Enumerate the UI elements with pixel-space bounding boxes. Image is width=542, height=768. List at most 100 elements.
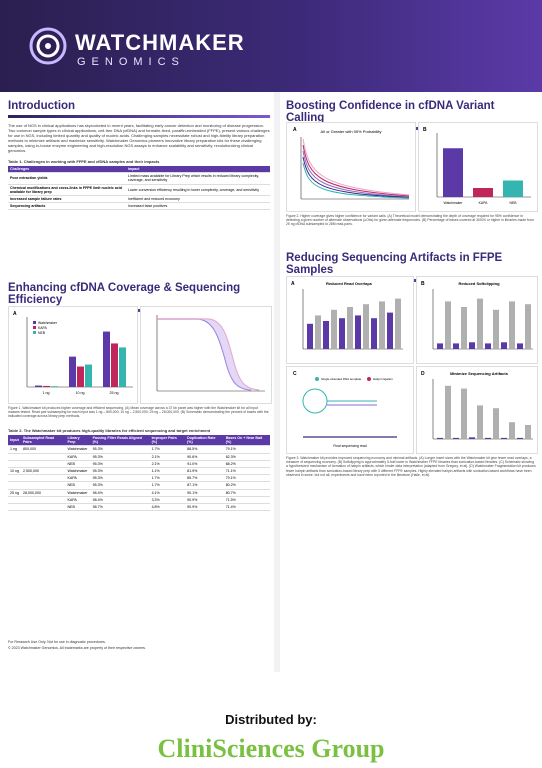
svg-text:A: A <box>291 281 295 287</box>
legend-entry: NEB <box>38 331 46 335</box>
table-row: Increased sample failure rates Inefficien… <box>8 195 270 204</box>
fig2b-chart: B Watchmaker KAPA NEB <box>418 122 538 212</box>
table2-header: Subsampled Read Pairs <box>20 435 66 447</box>
bar <box>307 323 313 349</box>
table2-header: Bases On + Near Bait (%) <box>223 435 270 447</box>
svg-text:A: A <box>13 311 17 317</box>
bar <box>525 304 531 349</box>
intro-text: The use of NGS in clinical applications … <box>8 123 270 153</box>
table-row: KAPA 98.4% 3.3% 90.9% 71.5% <box>8 496 270 505</box>
bar <box>387 312 393 349</box>
bar <box>51 386 58 387</box>
bar <box>517 343 523 349</box>
brand-sub: GENOMICS <box>77 56 185 68</box>
table2: Input Subsampled Read Pairs Library Prep… <box>8 435 270 512</box>
header-banner: WATCHMAKER GENOMICS <box>0 0 542 92</box>
table-row: Poor extraction yields Limited mass avail… <box>8 172 270 185</box>
bar <box>485 343 491 349</box>
legend-entry: Watchmaker <box>38 321 58 325</box>
fig3c-diagram: C Single-stranded DNA template Hairpin l… <box>286 366 414 454</box>
table1-title: Table 1. Challenges in working with FFPE… <box>8 159 160 164</box>
brand-name: WATCHMAKER <box>75 30 245 55</box>
bar <box>315 315 321 349</box>
bar <box>339 318 345 349</box>
bar <box>503 180 523 197</box>
svg-text:Minimize Sequencing Artifacts: Minimize Sequencing Artifacts <box>450 371 509 376</box>
tick-label: 1 ng <box>43 391 50 395</box>
bar <box>43 385 50 387</box>
bar <box>469 342 475 349</box>
table1: Challenges Impact Poor extraction yields L… <box>8 166 270 211</box>
bar <box>493 309 499 349</box>
tick-label: Watchmaker <box>444 201 464 205</box>
footnote-2: © 2023 Watchmaker Genomics. All trademar… <box>8 646 146 650</box>
bar <box>363 304 369 349</box>
bar <box>473 188 493 197</box>
fig2-caption: Figure 2. Higher coverage gives higher c… <box>286 214 534 227</box>
svg-text:Reduced Read Overlaps: Reduced Read Overlaps <box>326 281 373 286</box>
table2-header: Library Prep <box>65 435 91 447</box>
fig3a-chart: A Reduced Read Overlaps <box>286 276 414 364</box>
bar <box>355 315 361 349</box>
bar <box>485 437 491 439</box>
bar <box>509 301 515 349</box>
bar <box>501 437 507 439</box>
bar <box>35 385 42 387</box>
table-row: 1 ng 800,000 Watchmaker 95.3% 1.7% 88.5% 79.1% <box>8 445 270 454</box>
tick-label: NEB <box>510 201 518 205</box>
svg-text:All or Greater with 95% Probab: All or Greater with 95% Probability <box>321 129 382 134</box>
svg-text:Final sequencing read: Final sequencing read <box>333 444 366 448</box>
fig2a-chart: A All or Greater with 95% Probability <box>286 122 416 212</box>
table-row: KAPA 95.3% 1.7% 85.7% 79.1% <box>8 474 270 483</box>
bar <box>69 356 76 387</box>
bar <box>395 298 401 349</box>
bar <box>477 405 483 439</box>
table2-header: Improper Pairs (%) <box>149 435 186 447</box>
table-row: NEB 98.7% 4.8% 90.9% 71.4% <box>8 503 270 512</box>
bar <box>493 408 499 439</box>
bar <box>437 343 443 349</box>
bar <box>371 318 377 349</box>
poster-body: Introduction The use of NGS in clinical … <box>2 92 540 672</box>
svg-text:B: B <box>421 281 425 287</box>
bar <box>501 342 507 349</box>
bar <box>437 437 443 439</box>
reduce-title: Reducing Sequencing Artifacts in FFPE Sa… <box>286 252 503 276</box>
bar <box>347 307 353 349</box>
bar <box>323 321 329 349</box>
svg-text:Reduced Softclipping: Reduced Softclipping <box>458 281 500 286</box>
table2-header: Duplication Rate (%) <box>185 435 224 447</box>
table2-header: Input <box>8 435 21 447</box>
table-row: 25 ng 28,000,000 Watchmaker 98.4% 4.1% 90.1% 8… <box>8 489 270 497</box>
bar <box>453 437 459 439</box>
svg-text:A: A <box>293 127 297 133</box>
table1-header: Impact <box>125 166 270 174</box>
bar <box>453 343 459 349</box>
bar <box>461 388 467 439</box>
table-row: Sequencing artifacts Increased false posi… <box>8 202 270 211</box>
distributed-by: Distributed by: <box>225 712 317 727</box>
fig1b-chart <box>140 306 272 404</box>
fig3b-chart: B Reduced Softclipping <box>416 276 538 364</box>
divider <box>8 309 270 312</box>
bar <box>445 301 451 349</box>
svg-text:Hairpin ligation: Hairpin ligation <box>373 377 393 381</box>
right-column: Boosting Confidence in cfDNA Variant Cal… <box>280 92 540 672</box>
intro-title: Introduction <box>8 100 76 112</box>
table2-header: Passing Filter Reads Aligned (%) <box>90 435 150 447</box>
bar <box>77 366 84 387</box>
bar <box>103 331 110 387</box>
divider <box>8 115 270 118</box>
fig1-caption: Figure 1. Watchmaker kit produces higher… <box>8 406 269 419</box>
tick-label: KAPA <box>479 201 489 205</box>
bar <box>517 437 523 439</box>
bar <box>525 425 531 439</box>
watchmaker-logo-icon <box>29 27 67 65</box>
svg-text:B: B <box>423 127 427 133</box>
table-row: Chemical modifications and cross-links i… <box>8 184 270 197</box>
bar <box>445 385 451 439</box>
bar <box>469 437 475 439</box>
tick-label: 25 ng <box>110 391 119 395</box>
